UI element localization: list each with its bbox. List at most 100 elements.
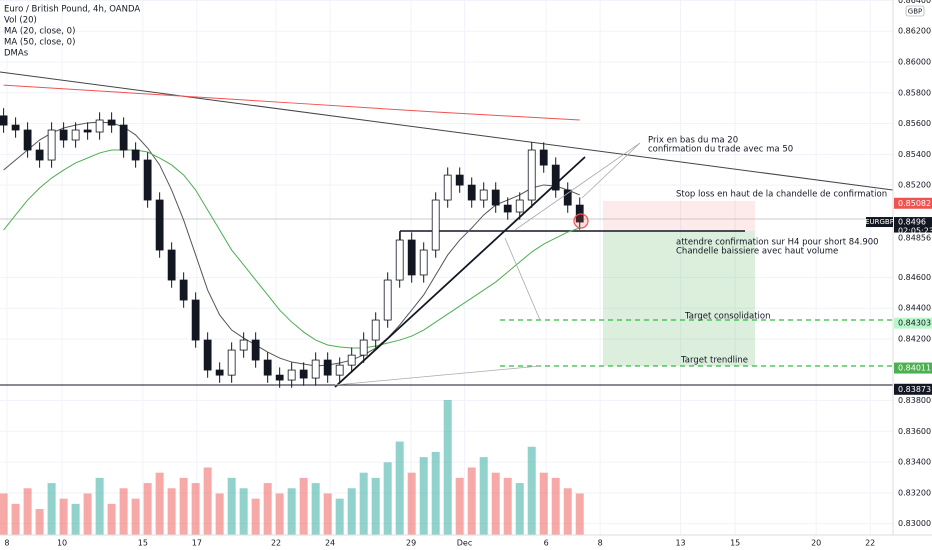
candle-body [59, 129, 68, 141]
x-tick-label: 29 [406, 539, 416, 548]
candle-body [35, 149, 44, 161]
x-tick-label: 15 [138, 539, 148, 548]
y-tick-label: 0.85600 [898, 119, 931, 128]
volume-bar [131, 498, 140, 535]
volume-bar [95, 477, 104, 535]
x-tick-label: 22 [865, 539, 875, 548]
candle-body [275, 374, 284, 381]
candle-body [455, 174, 464, 186]
volume-bar [491, 472, 500, 535]
callout [504, 237, 541, 321]
volume-bar [0, 493, 8, 535]
annotation: Chandelle baissiere avec haut volume [676, 247, 838, 257]
candle-body [203, 339, 212, 371]
ma-line [3, 149, 580, 349]
volume-bar [119, 488, 128, 535]
symbol-label: EURGBP [865, 218, 894, 226]
volume-bar [23, 488, 32, 535]
candle-body [179, 279, 188, 301]
annotation: Prix en bas du ma 20 [648, 136, 738, 146]
countdown: 02:05:23 [898, 227, 932, 236]
stop-zone [603, 201, 755, 231]
y-tick-label: 0.85800 [898, 88, 931, 97]
candle-body [23, 129, 32, 151]
volume-bar [371, 477, 380, 535]
candle-body [167, 249, 176, 281]
symbol-tag [866, 217, 893, 228]
candle-body [239, 339, 248, 351]
y-tick-label: 0.85400 [898, 150, 931, 159]
candle-body [503, 204, 512, 213]
x-tick-label: 15 [730, 539, 740, 548]
currency-box [905, 5, 925, 17]
annotation: Target consolidation [684, 312, 771, 322]
callout [334, 365, 541, 386]
volume-bar [215, 493, 224, 535]
volume-bar [107, 503, 116, 535]
candle-body [287, 369, 296, 381]
y-tick-label: 0.83600 [898, 427, 931, 436]
candle-body [227, 349, 236, 376]
volume-bar [431, 451, 440, 535]
price-label: 0.85082 [898, 199, 931, 208]
volume-bar [179, 477, 188, 535]
annotation: Stop loss en haut de la chandelle de con… [676, 190, 887, 200]
volume-bar [395, 441, 404, 535]
candle-body [527, 149, 536, 201]
candle-body [443, 174, 452, 201]
volume-bar [347, 488, 356, 535]
candle-body [551, 164, 560, 191]
price-label-box [894, 217, 932, 236]
candle-body [107, 119, 116, 126]
candle-body [143, 159, 152, 201]
price-label-box [894, 232, 932, 244]
volume-bar [227, 477, 236, 535]
price-label: 0.84856 [898, 234, 931, 243]
candle-body [515, 199, 524, 213]
volume-bar [311, 483, 320, 535]
legend-indicator: DMAs [4, 49, 29, 59]
candle-body [71, 129, 80, 141]
annotation: attendre confirmation sur H4 pour short … [676, 238, 879, 248]
volume-bar [143, 483, 152, 535]
volume-bar [527, 446, 536, 535]
y-tick-label: 0.86200 [898, 27, 931, 36]
trendline [0, 71, 894, 191]
volume-bar [503, 477, 512, 535]
y-tick-label: 0.83400 [898, 458, 931, 467]
candle-body [119, 124, 128, 151]
target-zone [603, 231, 755, 366]
candle-body [131, 149, 140, 161]
x-tick-label: 8 [598, 539, 603, 548]
volume-bar [383, 462, 392, 535]
volume-bar [263, 483, 272, 535]
volume-bar [467, 467, 476, 535]
candle-body [563, 189, 572, 206]
x-tick-label: 13 [675, 539, 685, 548]
x-tick-label: 8 [4, 539, 9, 548]
price-label-box [894, 383, 932, 395]
candle-body [11, 124, 20, 131]
plot [0, 84, 584, 535]
volume-bar [479, 457, 488, 535]
price-label: 0.84011 [898, 364, 931, 373]
price-label-box [894, 317, 932, 329]
candle-body [299, 369, 308, 379]
candle-body [263, 359, 272, 376]
y-tick-label: 0.83200 [898, 488, 931, 497]
volume-bar [47, 483, 56, 535]
volume-bar [167, 488, 176, 535]
price-label: 0.83873 [898, 385, 931, 394]
y-tick-label: 0.83000 [898, 519, 931, 528]
candle-body [407, 239, 416, 276]
y-tick-label: 0.84200 [898, 334, 931, 343]
y-tick-label: 0.84600 [898, 273, 931, 282]
candle-body [215, 369, 224, 376]
x-tick-label: Dec [457, 539, 472, 548]
candle-body [467, 184, 476, 201]
price-label: 0.8496 [898, 218, 926, 227]
y-tick-label: 0.85200 [898, 181, 931, 190]
volume-bar [203, 467, 212, 535]
